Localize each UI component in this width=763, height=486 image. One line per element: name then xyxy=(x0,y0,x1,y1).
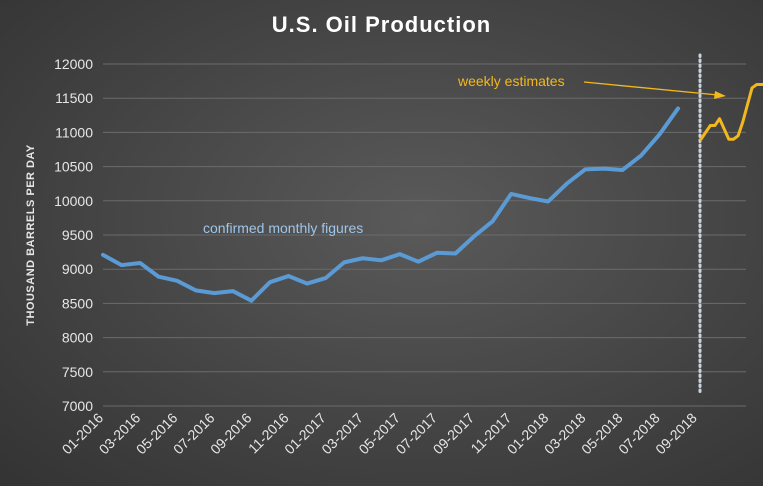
y-tick-label: 11000 xyxy=(55,124,93,140)
annotation-monthly: confirmed monthly figures xyxy=(203,220,363,236)
y-tick-label: 10500 xyxy=(54,159,93,175)
annotation-arrowhead xyxy=(714,91,726,99)
y-tick-label: 9000 xyxy=(62,261,93,277)
x-tick-label: 09-2017 xyxy=(430,409,478,457)
chart-title: U.S. Oil Production xyxy=(271,12,492,37)
y-tick-label: 11500 xyxy=(55,90,93,106)
series-line-weekly xyxy=(699,83,763,141)
annotation-arrow xyxy=(583,81,719,96)
x-tick-label: 09-2016 xyxy=(207,409,255,457)
y-tick-label: 7000 xyxy=(62,398,93,414)
y-tick-label: 10000 xyxy=(54,193,93,209)
y-tick-label: 8500 xyxy=(62,295,93,311)
y-tick-label: 12000 xyxy=(54,56,93,72)
y-tick-label: 8000 xyxy=(62,330,93,346)
series-line-monthly xyxy=(101,106,681,303)
y-tick-label: 7500 xyxy=(62,364,93,380)
annotation-weekly: weekly estimates xyxy=(457,73,565,89)
y-axis-label: THOUSAND BARRELS PER DAY xyxy=(25,144,37,326)
y-tick-label: 9500 xyxy=(62,227,93,243)
x-tick-label: 09-2018 xyxy=(652,409,700,457)
